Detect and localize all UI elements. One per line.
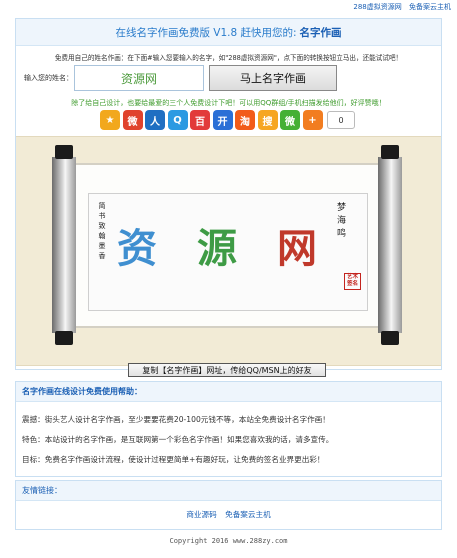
weibo-share-icon[interactable]: 微 xyxy=(122,110,143,130)
sohu-share-icon[interactable]: 搜 xyxy=(257,110,278,130)
copyright-footer: Copyright 2016 www.288zy.com xyxy=(169,537,288,545)
make-art-button[interactable]: 马上名字作画 xyxy=(209,65,337,91)
friend-links-panel: 友情链接： 商业源码 免备案云主机 xyxy=(15,480,442,530)
share-encourage-text: 除了给自己设计，也要给最爱的三个人免费设计下吧！可以用QQ群组/手机扫描发给他们… xyxy=(71,99,386,107)
scroll-rod-left xyxy=(52,145,76,345)
help-line-1: 震撼：街头艺人设计名字作画，至少要要花费20-100元钱不等，本站全免费设计名字… xyxy=(22,415,330,424)
page-title-prefix: 在线名字作画免费版 V1.8 赶快用您的: xyxy=(115,26,297,39)
friend-links-heading: 友情链接： xyxy=(16,481,441,501)
page-title: 在线名字作画免费版 V1.8 赶快用您的: 名字作画 xyxy=(16,19,441,46)
renren-share-icon[interactable]: 人 xyxy=(145,110,165,130)
more-share-icon[interactable]: + xyxy=(302,110,323,130)
scroll-rod-right xyxy=(378,145,402,345)
artist-seal: 艺术签名 xyxy=(344,273,361,290)
help-line-2: 特色：本站设计的名字作画，是互联网第一个彩色名字作画！如果您喜欢我的话，请多宣传… xyxy=(22,435,334,444)
top-link-cloud-host[interactable]: 免备案云主机 xyxy=(409,3,451,11)
friend-link-source-code[interactable]: 商业源码 xyxy=(186,510,217,519)
top-link-resource-site[interactable]: 288虚拟资源网 xyxy=(353,3,402,11)
name-art-panel: 在线名字作画免费版 V1.8 赶快用您的: 名字作画 免费用自己的姓名作画：在下… xyxy=(15,18,442,370)
friend-link-cloud-host[interactable]: 免备案云主机 xyxy=(225,510,271,519)
art-char-3: 网 xyxy=(277,225,317,272)
top-links: 288虚拟资源网 免备案云主机 xyxy=(348,2,451,12)
name-input-label: 输入您的姓名： xyxy=(24,74,73,82)
taobao-share-icon[interactable]: 淘 xyxy=(235,110,255,130)
friend-links: 商业源码 免备案云主机 xyxy=(16,509,441,520)
share-bar: ★ 微人 Q 百开淘搜微 +0 xyxy=(100,110,355,130)
right-inscription: 梦海鸣 xyxy=(335,202,345,241)
name-artwork: 简书致翰墨香 资 源 网 梦海鸣 艺术签名 xyxy=(88,193,368,311)
help-panel: 名字作画在线设计免费使用帮助： 震撼：街头艺人设计名字作画，至少要要花费20-1… xyxy=(15,381,442,477)
baidu-share-icon[interactable]: 百 xyxy=(190,110,210,130)
name-input[interactable] xyxy=(74,65,204,91)
kaixin-share-icon[interactable]: 开 xyxy=(212,110,233,130)
share-count: 0 xyxy=(327,111,355,129)
page-title-highlight: 名字作画 xyxy=(299,26,342,39)
qzone-share-icon[interactable]: ★ xyxy=(100,110,120,130)
wechat-share-icon[interactable]: 微 xyxy=(280,110,300,130)
tqq-share-icon[interactable]: Q xyxy=(167,110,188,130)
usage-hint: 免费用自己的姓名作画：在下面#输入您要输入的名字，如"288虚拟资源网"，点下面… xyxy=(54,54,403,62)
help-heading: 名字作画在线设计免费使用帮助： xyxy=(16,382,441,402)
scroll-painting: 简书致翰墨香 资 源 网 梦海鸣 艺术签名 xyxy=(16,136,441,366)
art-char-2: 源 xyxy=(197,225,237,272)
left-inscription: 简书致翰墨香 xyxy=(98,202,106,262)
copy-url-button[interactable]: 复制【名字作画】网址，传给QQ/MSN上的好友 xyxy=(128,363,326,377)
help-line-3: 目标：免费名字作画设计流程，使设计过程更简单+有趣好玩，让免费的签名业界更出彩！ xyxy=(22,455,325,464)
art-char-1: 资 xyxy=(117,225,157,272)
